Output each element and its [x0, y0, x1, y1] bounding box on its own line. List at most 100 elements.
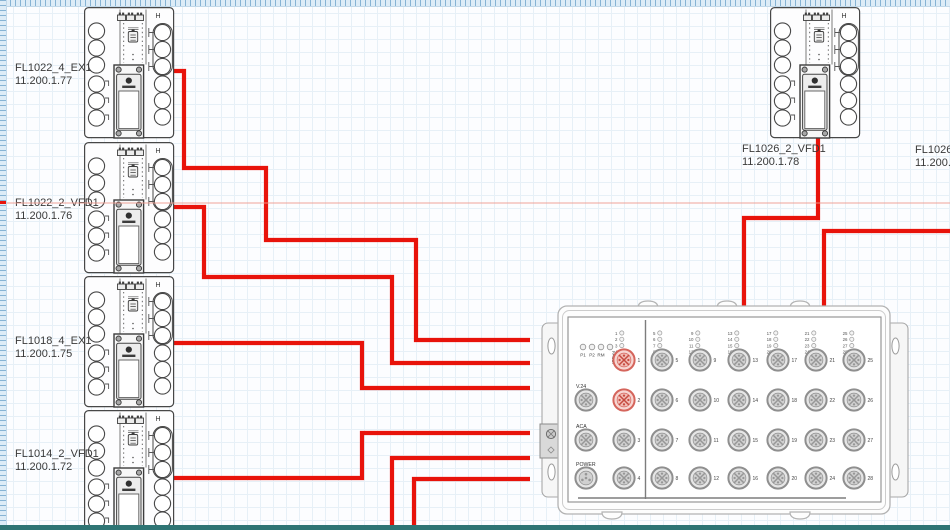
m12-port-15[interactable] [727, 428, 751, 452]
status-led-label: P2 [589, 353, 595, 358]
port-number: 17 [792, 358, 798, 364]
device-ip-label: 11.200.1.7 [915, 157, 950, 169]
device-ip-label: 11.200.1.75 [15, 348, 72, 360]
port-number: 7 [676, 438, 679, 444]
port-number: 27 [868, 438, 874, 444]
m12-port-5[interactable] [650, 348, 674, 372]
m12-port-24[interactable] [804, 466, 828, 490]
device-FL1026_2_VFD1[interactable] [769, 6, 861, 139]
m12-port-13[interactable] [727, 348, 751, 372]
port-led [619, 330, 625, 336]
port-number: 10 [714, 398, 720, 404]
side-port-label: POWER [576, 462, 596, 468]
port-number: 2 [638, 398, 641, 404]
m12-port-9[interactable] [688, 348, 712, 372]
led-number: 20 [767, 350, 772, 355]
housing-tab [789, 511, 811, 520]
side-port-ACA[interactable] [574, 428, 598, 452]
led-number: 5 [653, 331, 656, 336]
side-port-POWER[interactable] [574, 466, 598, 490]
device-name-label: FL1014_2_VFD1 [15, 448, 99, 460]
led-number: 13 [728, 331, 733, 336]
switch-box[interactable]: P1P2RMFAULTV.24ACAPOWER12341234567856789… [539, 300, 909, 520]
cable-7[interactable] [741, 130, 821, 307]
port-number: 11 [714, 438, 719, 444]
side-port-V.24[interactable] [574, 388, 598, 412]
side-port-label: V.24 [576, 384, 586, 390]
status-led-P1 [579, 343, 587, 351]
m12-port-10[interactable] [688, 388, 712, 412]
m12-port-20[interactable] [766, 466, 790, 490]
ruler-horizontal [0, 0, 950, 7]
ruler-position-marker [0, 201, 6, 204]
port-led [849, 336, 855, 342]
m12-port-19[interactable] [766, 428, 790, 452]
port-led [811, 336, 817, 342]
m12-port-18[interactable] [766, 388, 790, 412]
m12-port-25[interactable] [842, 348, 866, 372]
led-number: 25 [843, 331, 848, 336]
m12-port-7[interactable] [650, 428, 674, 452]
m12-port-27[interactable] [842, 428, 866, 452]
m12-port-14[interactable] [727, 388, 751, 412]
m12-port-6[interactable] [650, 388, 674, 412]
device-name-label: FL1026_4 [915, 144, 950, 156]
m12-port-1[interactable] [612, 348, 636, 372]
port-led [734, 336, 740, 342]
m12-port-8[interactable] [650, 466, 674, 490]
port-number: 9 [714, 358, 717, 364]
m12-port-23[interactable] [804, 428, 828, 452]
horizontal-scrollbar[interactable] [0, 525, 950, 530]
port-number: 20 [792, 476, 798, 482]
cable-6[interactable] [411, 476, 530, 530]
cable-3[interactable] [166, 340, 530, 391]
cable-4[interactable] [166, 430, 530, 481]
port-led [811, 343, 817, 349]
device-ip-label: 11.200.1.72 [15, 461, 72, 473]
status-led-FAULT [606, 343, 614, 351]
m12-port-28[interactable] [842, 466, 866, 490]
device-FL1022_4_EX1[interactable] [83, 6, 175, 139]
cable-8[interactable] [821, 228, 950, 307]
m12-port-3[interactable] [612, 428, 636, 452]
port-number: 15 [753, 438, 759, 444]
ruler-vertical [0, 0, 7, 530]
m12-port-17[interactable] [766, 348, 790, 372]
port-number: 24 [830, 476, 836, 482]
port-led [695, 343, 701, 349]
port-led [695, 330, 701, 336]
status-led-label: P1 [580, 353, 586, 358]
port-number: 3 [638, 438, 641, 444]
screw-slot [891, 337, 900, 355]
port-led [773, 336, 779, 342]
cable-1[interactable] [166, 68, 530, 343]
port-led [657, 336, 663, 342]
port-number: 5 [676, 358, 679, 364]
device-FL1018_4_EX1[interactable] [83, 275, 175, 408]
m12-port-12[interactable] [688, 466, 712, 490]
led-number: 9 [691, 331, 694, 336]
m12-port-26[interactable] [842, 388, 866, 412]
m12-port-22[interactable] [804, 388, 828, 412]
device-FL1014_2_VFD1[interactable] [83, 409, 175, 530]
led-number: 27 [843, 343, 848, 348]
port-number: 6 [676, 398, 679, 404]
m12-port-4[interactable] [612, 466, 636, 490]
status-led-label: RM [597, 353, 604, 358]
cable-2[interactable] [166, 204, 530, 366]
m12-port-16[interactable] [727, 466, 751, 490]
m12-port-2[interactable] [612, 388, 636, 412]
led-number: 12 [689, 350, 694, 355]
led-number: 23 [805, 343, 810, 348]
status-led-P2 [588, 343, 596, 351]
cable-5[interactable] [389, 455, 530, 530]
m12-port-11[interactable] [688, 428, 712, 452]
led-number: 6 [653, 337, 656, 342]
screw-slot [547, 463, 556, 481]
led-number: 28 [843, 350, 848, 355]
port-led [619, 336, 625, 342]
m12-port-21[interactable] [804, 348, 828, 372]
port-led [811, 330, 817, 336]
